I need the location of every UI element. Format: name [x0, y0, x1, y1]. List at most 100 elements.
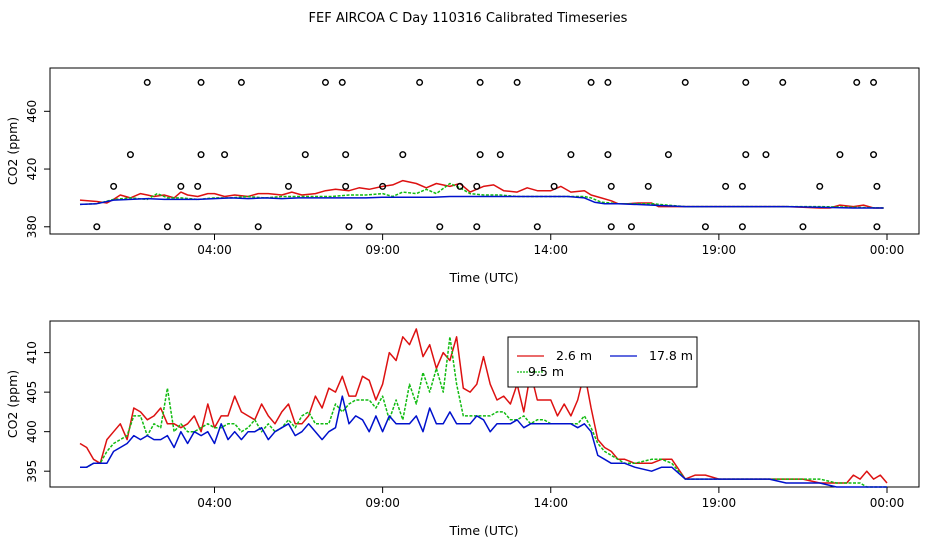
flag-point	[284, 182, 292, 190]
flag-point	[607, 223, 615, 231]
plot-frame	[49, 320, 920, 488]
flag-point	[126, 151, 134, 159]
series-line-2-6m	[79, 328, 888, 484]
flag-point	[436, 223, 444, 231]
y-tick-label: 420	[25, 158, 39, 181]
flag-point	[604, 78, 612, 86]
top-series	[79, 179, 884, 209]
flag-point	[221, 151, 229, 159]
top-panel: 04:00 09:00 14:00 19:00 00:00 380 420 460 Time …	[5, 67, 920, 285]
flag-point	[254, 223, 262, 231]
legend-label-9-5m: 9.5 m	[528, 364, 564, 379]
flag-point	[416, 78, 424, 86]
flag-point	[473, 223, 481, 231]
flag-point	[742, 151, 750, 159]
x-tick-label: 09:00	[365, 243, 400, 257]
legend-label-2-6m: 2.6 m	[556, 348, 592, 363]
y-tick-label: 460	[25, 100, 39, 123]
flag-point	[681, 78, 689, 86]
y-tick-label: 395	[25, 460, 39, 483]
flag-point	[836, 151, 844, 159]
flag-point	[496, 151, 504, 159]
x-tick-label: 14:00	[533, 496, 568, 510]
flag-point	[163, 223, 171, 231]
top-flag-points	[93, 78, 881, 231]
flag-point	[567, 151, 575, 159]
flag-point	[870, 78, 878, 86]
flag-point	[301, 151, 309, 159]
x-tick-label: 04:00	[197, 496, 232, 510]
flag-point	[194, 223, 202, 231]
y-tick-label: 405	[25, 381, 39, 404]
flag-point	[742, 78, 750, 86]
bottom-series	[79, 328, 888, 488]
flag-point	[533, 223, 541, 231]
flag-point	[342, 182, 350, 190]
flag-point	[237, 78, 245, 86]
x-tick-label: 00:00	[870, 496, 905, 510]
flag-point	[870, 151, 878, 159]
flag-point	[604, 151, 612, 159]
y-axis-label: CO2 (ppm)	[5, 370, 20, 438]
flag-point	[338, 78, 346, 86]
flag-point	[143, 78, 151, 86]
flag-point	[456, 182, 464, 190]
flag-point	[701, 223, 709, 231]
top-axes: 04:00 09:00 14:00 19:00 00:00 380 420 460	[25, 100, 904, 257]
flag-point	[399, 151, 407, 159]
flag-point	[738, 223, 746, 231]
flag-point	[197, 151, 205, 159]
bottom-axes: 04:00 09:00 14:00 19:00 00:00 395 400 405 410	[25, 341, 904, 510]
x-tick-label: 19:00	[702, 243, 737, 257]
flag-point	[194, 182, 202, 190]
flag-point	[627, 223, 635, 231]
flag-point	[321, 78, 329, 86]
flag-point	[779, 78, 787, 86]
flag-point	[342, 151, 350, 159]
x-axis-label: Time (UTC)	[448, 270, 518, 285]
flag-point	[177, 182, 185, 190]
y-tick-label: 380	[25, 215, 39, 238]
flag-point	[197, 78, 205, 86]
flag-point	[476, 151, 484, 159]
x-tick-label: 19:00	[702, 496, 737, 510]
x-tick-label: 04:00	[197, 243, 232, 257]
series-line-17-8m	[79, 195, 884, 209]
x-axis-label: Time (UTC)	[448, 523, 518, 538]
chart-title: FEF AIRCOA C Day 110316 Calibrated Times…	[309, 11, 628, 26]
flag-point	[379, 182, 387, 190]
flag-point	[873, 182, 881, 190]
flag-point	[644, 182, 652, 190]
y-axis-label: CO2 (ppm)	[5, 117, 20, 185]
flag-point	[762, 151, 770, 159]
y-tick-label: 400	[25, 420, 39, 443]
x-tick-label: 14:00	[533, 243, 568, 257]
flag-point	[799, 223, 807, 231]
plot-frame	[49, 67, 920, 235]
legend-label-17-8m: 17.8 m	[649, 348, 693, 363]
x-tick-label: 00:00	[870, 243, 905, 257]
legend-box	[507, 336, 698, 388]
flag-point	[738, 182, 746, 190]
flag-point	[93, 223, 101, 231]
legend: 2.6 m 17.8 m 9.5 m	[507, 336, 698, 388]
flag-point	[664, 151, 672, 159]
flag-point	[722, 182, 730, 190]
y-tick-label: 410	[25, 341, 39, 364]
flag-point	[365, 223, 373, 231]
flag-point	[345, 223, 353, 231]
flag-point	[550, 182, 558, 190]
flag-point	[853, 78, 861, 86]
flag-point	[473, 182, 481, 190]
flag-point	[110, 182, 118, 190]
flag-point	[587, 78, 595, 86]
series-line-17-8m	[80, 395, 887, 488]
flag-point	[513, 78, 521, 86]
flag-point	[816, 182, 824, 190]
bottom-panel: 04:00 09:00 14:00 19:00 00:00 395 400 405 410 Ti…	[5, 320, 920, 538]
flag-point	[476, 78, 484, 86]
x-tick-label: 09:00	[365, 496, 400, 510]
series-line-9-5m	[80, 336, 887, 488]
flag-point	[607, 182, 615, 190]
